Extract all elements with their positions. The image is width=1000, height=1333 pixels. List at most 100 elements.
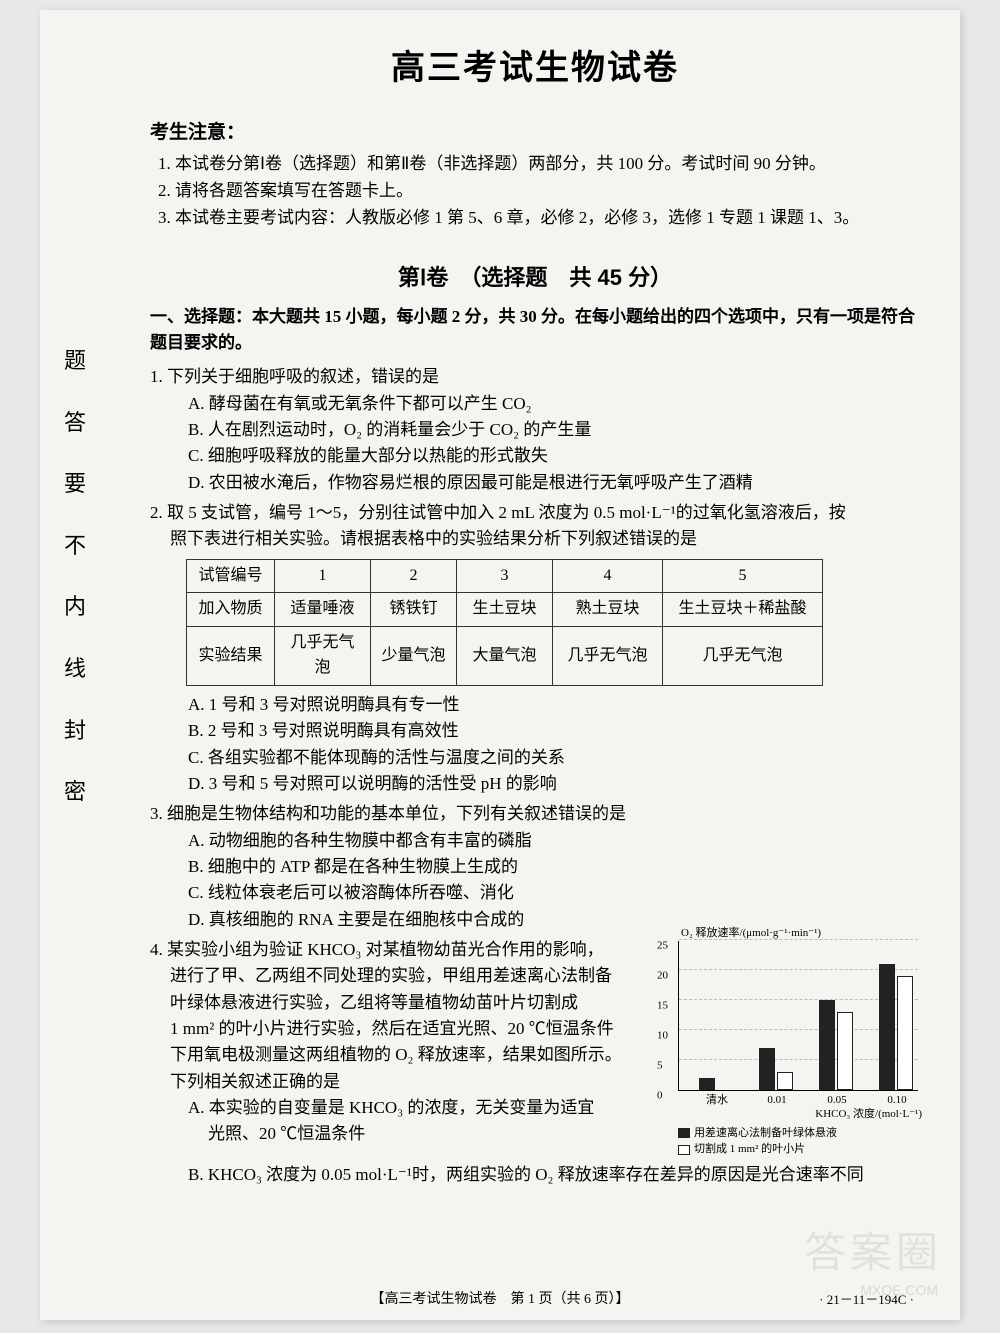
q1-a: A. 酵母菌在有氧或无氧条件下都可以产生 CO₂: [188, 391, 920, 417]
vl-7: 题: [60, 330, 90, 392]
exam-page: 题 答 要 不 内 线 封 密 高三考试生物试卷 考生注意： 1. 本试卷分第Ⅰ…: [40, 10, 960, 1320]
q2-a: A. 1 号和 3 号对照说明酶具有专一性: [188, 692, 920, 718]
q2-c: C. 各组实验都不能体现酶的活性与温度之间的关系: [188, 745, 920, 771]
q3-b: B. 细胞中的 ATP 都是在各种生物膜上生成的: [188, 854, 920, 880]
cell: 熟土豆块: [553, 593, 663, 627]
q1-c: C. 细胞呼吸释放的能量大部分以热能的形式散失: [188, 443, 920, 469]
section-1-intro: 一、选择题：本大题共 15 小题，每小题 2 分，共 30 分。在每小题给出的四…: [150, 304, 920, 357]
q4-t3: 叶绿体悬液进行实验，乙组将等量植物幼苗叶片切割成: [170, 990, 652, 1016]
cell: 试管编号: [187, 559, 275, 593]
cell: 大量气泡: [457, 627, 553, 686]
q1-d: D. 农田被水淹后，作物容易烂根的原因最可能是根进行无氧呼吸产生了酒精: [188, 470, 920, 496]
swatch-solid-icon: [678, 1128, 690, 1138]
q1-b: B. 人在剧烈运动时，O₂ 的消耗量会少于 CO₂ 的产生量: [188, 417, 920, 443]
swatch-hollow-icon: [678, 1145, 690, 1155]
bar-group: [699, 1078, 739, 1090]
q3-c: C. 线粒体衰老后可以被溶酶体所吞噬、消化: [188, 880, 920, 906]
vl-1: 封: [60, 700, 90, 762]
notice-1: 1. 本试卷分第Ⅰ卷（选择题）和第Ⅱ卷（非选择题）两部分，共 100 分。考试时…: [158, 150, 920, 177]
q4-t1: 4. 某实验小组为验证 KHCO₃ 对某植物幼苗光合作用的影响，: [150, 937, 652, 963]
ytick: 0: [657, 1087, 663, 1104]
cell: 锈铁钉: [371, 593, 457, 627]
q4-t4: 1 mm² 的叶小片进行实验，然后在适宜光照、20 ℃恒温条件: [170, 1016, 652, 1042]
vl-6: 答: [60, 392, 90, 454]
ytick: 10: [657, 1027, 668, 1044]
seal-line-label: 题 答 要 不 内 线 封 密: [60, 330, 90, 823]
q4: 4. 某实验小组为验证 KHCO₃ 对某植物幼苗光合作用的影响， 进行了甲、乙两…: [150, 937, 920, 1158]
table-row: 实验结果 几乎无气泡 少量气泡 大量气泡 几乎无气泡 几乎无气泡: [187, 627, 823, 686]
xtick: 0.05: [827, 1092, 846, 1109]
table-row: 加入物质 适量唾液 锈铁钉 生土豆块 熟土豆块 生土豆块＋稀盐酸: [187, 593, 823, 627]
cell: 2: [371, 559, 457, 593]
bar-hollow: [777, 1072, 793, 1090]
cell: 几乎无气泡: [275, 627, 371, 686]
q4-body: 4. 某实验小组为验证 KHCO₃ 对某植物幼苗光合作用的影响， 进行了甲、乙两…: [150, 937, 652, 1148]
cell: 1: [275, 559, 371, 593]
bar-group: [819, 1000, 859, 1090]
q4-a: A. 本实验的自变量是 KHCO₃ 的浓度，无关变量为适宜: [188, 1095, 652, 1121]
table-row: 试管编号 1 2 3 4 5: [187, 559, 823, 593]
ytick: 20: [657, 967, 668, 984]
cell: 加入物质: [187, 593, 275, 627]
notice-3: 3. 本试卷主要考试内容：人教版必修 1 第 5、6 章，必修 2，必修 3，选…: [158, 204, 920, 231]
q4-t6: 下列相关叙述正确的是: [170, 1069, 652, 1095]
watermark-url: MXQE.COM: [860, 1282, 938, 1298]
vl-0: 密: [60, 761, 90, 823]
xtick: 清水: [706, 1092, 728, 1109]
notice-2: 2. 请将各题答案填写在答题卡上。: [158, 177, 920, 204]
vl-5: 要: [60, 453, 90, 515]
q4-chart: O₂ 释放速率/(μmol·g⁻¹·min⁻¹) KHCO₃ 浓度/(mol·L…: [660, 941, 920, 1158]
q3: 3. 细胞是生物体结构和功能的基本单位，下列有关叙述错误的是 A. 动物细胞的各…: [150, 801, 920, 933]
q3-text: 3. 细胞是生物体结构和功能的基本单位，下列有关叙述错误的是: [150, 801, 920, 827]
vl-2: 线: [60, 638, 90, 700]
notice-head: 考生注意：: [150, 117, 920, 144]
cell: 3: [457, 559, 553, 593]
cell: 少量气泡: [371, 627, 457, 686]
cell: 适量唾液: [275, 593, 371, 627]
ytick: 15: [657, 997, 668, 1014]
chart-legend: 用差速离心法制备叶绿体悬液 切割成 1 mm² 的叶小片: [678, 1125, 920, 1158]
section-1-title: 第Ⅰ卷 （选择题 共 45 分）: [150, 260, 920, 292]
chart-area: O₂ 释放速率/(μmol·g⁻¹·min⁻¹) KHCO₃ 浓度/(mol·L…: [678, 941, 918, 1091]
q4-t5: 下用氧电极测量这两组植物的 O₂ 释放速率，结果如图所示。: [170, 1042, 652, 1068]
bar-solid: [819, 1000, 835, 1090]
q4-b: B. KHCO₃ 浓度为 0.05 mol·L⁻¹时，两组实验的 O₂ 释放速率…: [188, 1162, 920, 1188]
legend-2: 切割成 1 mm² 的叶小片: [678, 1141, 920, 1158]
bar-solid: [699, 1078, 715, 1090]
q2-table: 试管编号 1 2 3 4 5 加入物质 适量唾液 锈铁钉 生土豆块 熟土豆块 生…: [186, 559, 823, 686]
legend-1: 用差速离心法制备叶绿体悬液: [678, 1125, 920, 1142]
bar-hollow: [837, 1012, 853, 1090]
vl-4: 不: [60, 515, 90, 577]
cell: 几乎无气泡: [553, 627, 663, 686]
ytick: 5: [657, 1057, 663, 1074]
bar-group: [759, 1048, 799, 1090]
q1-text: 1. 下列关于细胞呼吸的叙述，错误的是: [150, 364, 920, 390]
q2-b: B. 2 号和 3 号对照说明酶具有高效性: [188, 718, 920, 744]
q1: 1. 下列关于细胞呼吸的叙述，错误的是 A. 酵母菌在有氧或无氧条件下都可以产生…: [150, 364, 920, 496]
q2-text1: 2. 取 5 支试管，编号 1～5，分别往试管中加入 2 mL 浓度为 0.5 …: [150, 500, 920, 526]
bar-hollow: [897, 976, 913, 1090]
cell: 4: [553, 559, 663, 593]
q3-a: A. 动物细胞的各种生物膜中都含有丰富的磷脂: [188, 828, 920, 854]
legend-1-label: 用差速离心法制备叶绿体悬液: [694, 1125, 837, 1142]
q2: 2. 取 5 支试管，编号 1～5，分别往试管中加入 2 mL 浓度为 0.5 …: [150, 500, 920, 797]
q2-d: D. 3 号和 5 号对照可以说明酶的活性受 pH 的影响: [188, 771, 920, 797]
cell: 几乎无气泡: [663, 627, 823, 686]
bar-solid: [759, 1048, 775, 1090]
cell: 5: [663, 559, 823, 593]
q4-t2: 进行了甲、乙两组不同处理的实验，甲组用差速离心法制备: [170, 963, 652, 989]
exam-title: 高三考试生物试卷: [150, 40, 920, 89]
legend-2-label: 切割成 1 mm² 的叶小片: [694, 1141, 805, 1158]
bar-solid: [879, 964, 895, 1090]
cell: 生土豆块: [457, 593, 553, 627]
gridline: [679, 939, 918, 940]
ytick: 25: [657, 937, 668, 954]
vl-3: 内: [60, 576, 90, 638]
cell: 实验结果: [187, 627, 275, 686]
cell: 生土豆块＋稀盐酸: [663, 593, 823, 627]
xtick: 0.10: [887, 1092, 906, 1109]
bar-group: [879, 964, 919, 1090]
q4-a2: 光照、20 ℃恒温条件: [208, 1121, 652, 1147]
xtick: 0.01: [767, 1092, 786, 1109]
watermark-text: 答案圈: [804, 1219, 942, 1280]
